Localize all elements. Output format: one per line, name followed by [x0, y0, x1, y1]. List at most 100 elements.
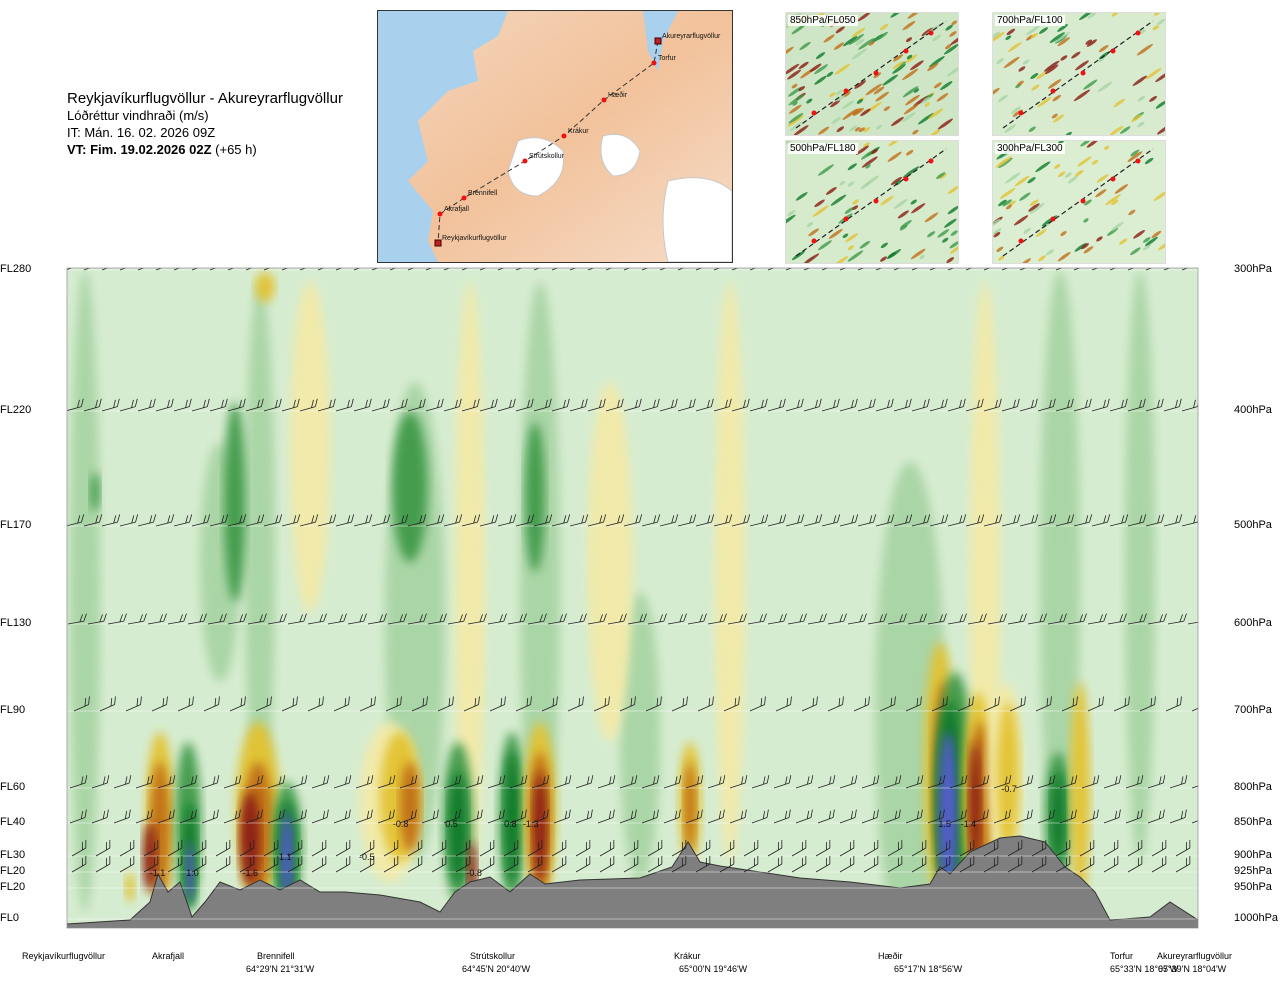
waypoint-label: Hæðir: [608, 91, 628, 99]
wind-barb: [45, 856, 66, 872]
wind-barb: [971, 775, 990, 789]
field-streak: [1142, 244, 1151, 251]
field-streak: [789, 122, 802, 131]
wind-barb: [695, 514, 715, 527]
wind-barb: [801, 696, 818, 712]
wind-barb: [143, 839, 159, 857]
location-name: Krákur: [674, 951, 701, 961]
wind-barb: [515, 268, 532, 271]
wind-barb: [1151, 839, 1167, 857]
wind-barb: [45, 696, 66, 711]
airport-marker: [434, 239, 442, 247]
field-streak: [1145, 67, 1162, 80]
wind-barb: [367, 613, 387, 625]
wind-barb: [731, 514, 751, 527]
wind-barb: [1165, 696, 1182, 712]
wind-barb: [347, 613, 367, 625]
wind-barb: [839, 809, 857, 824]
wind-barb: [157, 775, 176, 789]
wind-barb: [647, 839, 663, 857]
wind-barb: [785, 398, 804, 412]
wind-barb: [1067, 613, 1087, 625]
pressure-level-label: 400hPa: [1234, 404, 1272, 416]
velocity-cell: [533, 772, 547, 882]
velocity-cell: [455, 282, 485, 882]
field-streak: [883, 106, 891, 112]
pressure-level-label: 500hPa: [1234, 519, 1272, 531]
field-streak: [831, 116, 841, 124]
value-label: -1.6: [242, 868, 258, 878]
wind-barb: [847, 613, 867, 625]
field-streak: [829, 92, 836, 98]
field-streak: [842, 100, 855, 110]
wind-barb: [1007, 839, 1023, 857]
wind-barb: [1163, 268, 1180, 271]
field-streak: [868, 40, 875, 46]
glacier-3: [662, 177, 732, 262]
value-label: -1.1: [150, 868, 166, 878]
wind-barb: [267, 613, 287, 625]
wind-barb: [333, 696, 350, 712]
wind-barb: [67, 398, 84, 412]
wind-barb: [719, 855, 735, 873]
wind-barb: [875, 514, 895, 527]
wind-barb: [1073, 268, 1090, 271]
wind-barb: [1181, 268, 1198, 271]
wind-barb: [421, 775, 440, 789]
wind-barb: [1187, 620, 1198, 625]
flight-level-label: FL90: [0, 704, 26, 716]
wind-barb: [575, 855, 591, 873]
wind-barb: [1127, 855, 1143, 873]
wind-barb: [443, 398, 462, 412]
wind-barb: [353, 268, 370, 271]
wind-barb: [359, 839, 375, 857]
wind-barb: [773, 809, 791, 824]
wind-barb: [531, 775, 550, 789]
field-streak: [1119, 126, 1131, 134]
wind-barb: [135, 775, 154, 789]
pressure-level-label: 700hPa: [1234, 704, 1272, 716]
wind-barb: [749, 398, 768, 412]
field-streak: [787, 69, 802, 80]
field-streak: [812, 205, 829, 217]
wind-barb: [1113, 696, 1130, 712]
field-streak: [950, 34, 958, 46]
wind-barb: [713, 514, 733, 527]
route-map-svg: Akureyrarflugvöllur Torfur Hæðir Krákur Strú…: [378, 11, 732, 262]
field-streak: [799, 41, 811, 51]
wind-barb: [335, 268, 352, 271]
field-streak: [993, 231, 1001, 238]
field-streak: [937, 118, 953, 130]
field-streak: [1005, 35, 1012, 41]
wind-barb: [1037, 775, 1056, 789]
wind-barb: [281, 514, 301, 527]
wind-barb: [1125, 775, 1144, 789]
route-map: Akureyrarflugvöllur Torfur Hæðir Krákur Strú…: [377, 10, 733, 263]
wind-barb: [547, 613, 567, 625]
field-streak: [788, 94, 805, 106]
wind-barb: [443, 514, 463, 527]
wind-barb: [383, 855, 399, 873]
field-streak: [1098, 44, 1109, 53]
velocity-cell: [620, 592, 660, 882]
wind-barb: [113, 809, 131, 824]
level-map-850-svg: [786, 13, 958, 135]
wind-barb: [983, 696, 1000, 712]
wind-barb: [597, 809, 615, 824]
wind-barb: [605, 514, 625, 527]
waypoint-marker: [522, 158, 528, 164]
plot-frame: [66, 267, 1199, 929]
wind-barb: [929, 398, 948, 412]
field-streak: [818, 126, 830, 135]
field-streak: [907, 13, 923, 19]
field-streak: [950, 230, 958, 236]
wind-barb: [587, 398, 606, 412]
wind-barb: [46, 262, 67, 270]
wind-barb: [965, 268, 982, 271]
panel-waypoint: [811, 110, 817, 116]
location-name: Torfur: [1110, 951, 1134, 961]
panel-route: [795, 148, 947, 257]
wind-barb: [1109, 268, 1126, 271]
wind-barb: [1031, 855, 1047, 873]
field-streak: [1144, 157, 1154, 165]
